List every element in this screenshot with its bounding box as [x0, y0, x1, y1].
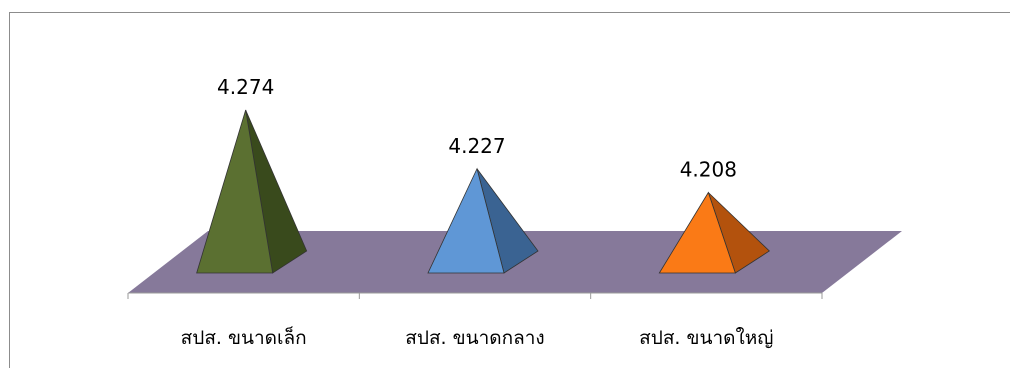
value-label: 4.227	[448, 134, 505, 158]
pyramid-front-face	[427, 167, 505, 274]
value-label: 4.208	[680, 158, 737, 182]
category-label: สปส. ขนาดใหญ่	[639, 327, 773, 349]
pyramid-3	[658, 191, 770, 274]
pyramid-series	[196, 109, 770, 274]
pyramid-front-face	[658, 191, 736, 274]
x-axis-ticks	[127, 293, 823, 299]
value-labels: 4.274 4.227 4.208	[217, 75, 737, 182]
chart-frame	[9, 12, 1010, 368]
category-label: สปส. ขนาดเล็ก	[181, 325, 307, 349]
pyramid-front-face	[196, 109, 274, 274]
value-label: 4.274	[217, 75, 274, 99]
pyramid-2	[427, 167, 539, 274]
pyramid-1	[196, 109, 308, 274]
category-labels: สปส. ขนาดเล็ก สปส. ขนาดกลาง สปส. ขนาดใหญ่	[181, 325, 774, 349]
category-label: สปส. ขนาดกลาง	[405, 327, 544, 349]
